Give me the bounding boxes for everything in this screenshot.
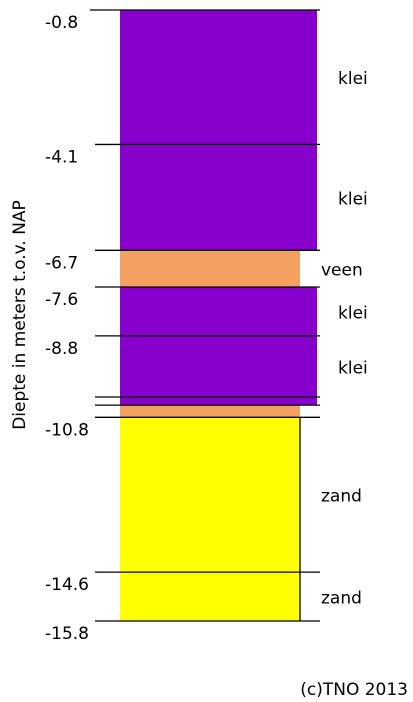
layer	[120, 417, 300, 573]
layer	[120, 10, 317, 145]
layer	[120, 572, 300, 621]
depth-label: -4.1	[45, 147, 78, 167]
depth-label: -14.6	[45, 575, 89, 595]
layer	[120, 396, 317, 406]
layer	[120, 144, 317, 251]
lithology-label: klei	[338, 303, 368, 323]
layer	[120, 335, 317, 397]
depth-label: -0.8	[45, 13, 78, 33]
layer	[120, 250, 300, 287]
lithology-label: klei	[338, 189, 368, 209]
depth-label: -6.7	[45, 253, 78, 273]
layer	[120, 405, 300, 418]
credit: (c)TNO 2013	[300, 680, 408, 700]
lithology-label: zand	[321, 589, 362, 609]
depth-label: -10.8	[45, 420, 89, 440]
axis-label: Diepte in meters t.o.v. NAP	[10, 200, 30, 430]
depth-label: -15.8	[45, 624, 89, 644]
layer	[120, 286, 317, 336]
lithology-label: klei	[338, 358, 368, 378]
depth-label: -7.6	[45, 290, 78, 310]
lithology-label: klei	[338, 69, 368, 89]
depth-label: -8.8	[45, 339, 78, 359]
lithology-label: veen	[321, 261, 363, 281]
lithology-label: zand	[321, 487, 362, 507]
